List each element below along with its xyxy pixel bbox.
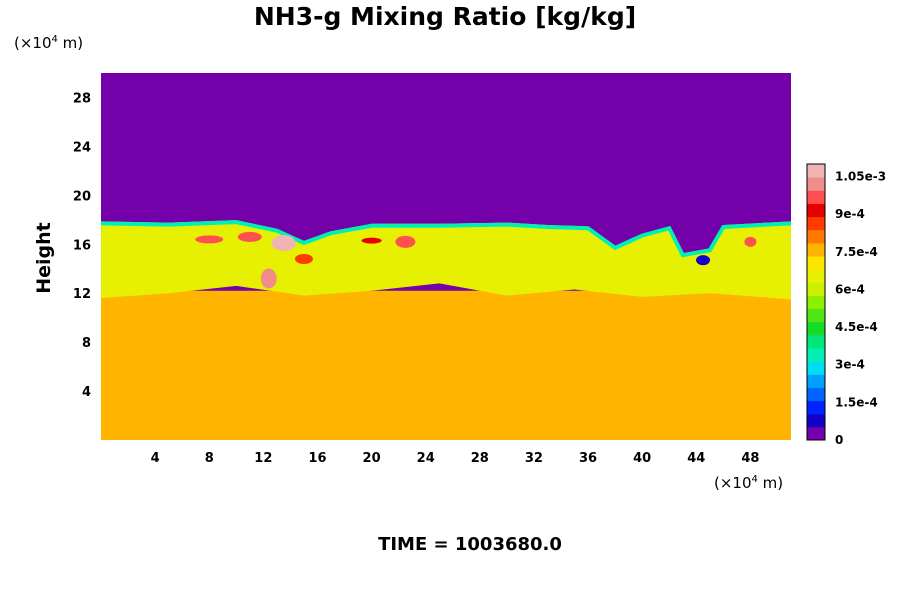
colorbar-swatch (807, 295, 825, 310)
time-annotation: TIME = 1003680.0 (378, 534, 562, 555)
y-tick-label: 12 (73, 287, 91, 302)
chart-title: NH3-g Mixing Ratio [kg/kg] (254, 2, 636, 31)
plot-area (101, 73, 791, 440)
y-axis-label: Height (33, 222, 55, 294)
colorbar-swatch (807, 348, 825, 362)
colorbar-swatch (807, 203, 825, 218)
concentration-patch-5 (361, 237, 382, 244)
colorbar-swatch (807, 361, 825, 375)
x-tick-label: 40 (633, 451, 651, 466)
y-axis: 4 8 12 16 20 24 28 (73, 91, 91, 400)
colorbar-tick-label: 1.5e-4 (835, 395, 878, 409)
colorbar-swatch (807, 321, 825, 336)
colorbar-swatch (807, 413, 825, 428)
colorbar-tick-label: 7.5e-4 (835, 245, 878, 259)
colorbar-frame (806, 163, 826, 441)
colorbar-swatch (807, 190, 825, 204)
concentration-patch-1 (237, 231, 262, 242)
colorbar-swatch (807, 269, 825, 283)
colorbar-tick-label: 6e-4 (835, 282, 865, 296)
concentration-patch-3 (271, 235, 296, 252)
x-axis: 4 8 12 16 20 24 28 32 36 40 44 48 (151, 451, 760, 466)
colorbar-swatch (807, 387, 825, 402)
x-tick-label: 28 (471, 451, 489, 466)
x-tick-label: 20 (363, 451, 381, 466)
y-tick-label: 28 (73, 91, 91, 106)
colorbar-swatch (807, 308, 825, 323)
x-tick-label: 8 (205, 451, 214, 466)
colorbar-swatch (807, 216, 825, 231)
concentration-patch-4 (294, 253, 313, 264)
x-tick-label: 44 (687, 451, 705, 466)
x-unit-exponent: 4 (752, 474, 758, 485)
colorbar-tick-label: 4.5e-4 (835, 320, 878, 334)
x-tick-label: 16 (308, 451, 326, 466)
colorbar-tick-label: 0 (835, 433, 843, 447)
x-tick-label: 4 (151, 451, 160, 466)
colorbar-swatch (807, 426, 825, 441)
colorbar-swatch (807, 400, 825, 415)
colorbar-swatch (807, 229, 825, 244)
x-unit-prefix: (×10 (714, 474, 752, 492)
colorbar-swatch (807, 177, 825, 191)
concentration-patch-2 (260, 268, 277, 289)
y-unit-exponent: 4 (52, 34, 58, 45)
lower-layer (101, 290, 791, 440)
concentration-patch-8 (696, 255, 711, 266)
concentration-patch-7 (744, 236, 757, 247)
y-tick-label: 16 (73, 238, 91, 253)
colorbar (806, 163, 826, 441)
y-unit-prefix: (×10 (14, 34, 52, 52)
y-unit-label: (×104 m) (14, 34, 83, 52)
x-tick-label: 36 (579, 451, 597, 466)
mixing-top-edge-cyan (101, 220, 791, 258)
high-concentration-patches (195, 231, 757, 289)
x-tick-label: 48 (741, 451, 759, 466)
colorbar-ticks: 0 1.5e-4 3e-4 4.5e-4 6e-4 7.5e-4 9e-4 1.05e-3 (835, 170, 886, 447)
concentration-patch-6 (395, 235, 416, 248)
concentration-patch-0 (195, 235, 224, 244)
y-tick-label: 20 (73, 189, 91, 204)
colorbar-tick-label: 9e-4 (835, 207, 865, 221)
y-tick-label: 24 (73, 140, 91, 155)
x-tick-label: 12 (254, 451, 272, 466)
colorbar-swatch (807, 334, 825, 349)
x-tick-label: 24 (417, 451, 435, 466)
y-tick-label: 8 (82, 336, 91, 351)
colorbar-swatch (807, 256, 825, 270)
colorbar-tick-label: 3e-4 (835, 358, 865, 372)
colorbar-swatch (807, 164, 825, 178)
x-unit-label: (×104 m) (714, 474, 783, 492)
y-unit-suffix: m) (58, 34, 83, 52)
colorbar-swatch (807, 374, 825, 388)
x-tick-label: 32 (525, 451, 543, 466)
x-unit-suffix: m) (758, 474, 783, 492)
colorbar-tick-label: 1.05e-3 (835, 170, 886, 184)
colorbar-swatch (807, 242, 825, 257)
colorbar-swatch (807, 282, 825, 296)
y-tick-label: 4 (82, 385, 91, 400)
mixing-top-edge-dark (101, 212, 791, 254)
